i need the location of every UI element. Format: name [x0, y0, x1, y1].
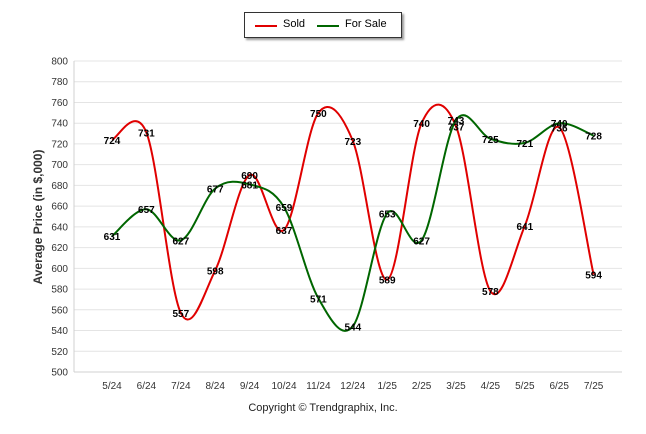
- data-labels: 724 731 557 598 690 637 750 723 589 740 737 578 641 7…: [104, 109, 603, 334]
- y-tick-label: 620: [51, 243, 68, 254]
- data-label-for-sale: 721: [516, 139, 533, 150]
- x-tick-label: 7/25: [584, 381, 604, 392]
- data-label-sold: 637: [276, 226, 293, 237]
- x-tick-label: 4/25: [481, 381, 501, 392]
- data-label-sold: 724: [104, 136, 121, 147]
- copyright-footer: Copyright © Trendgraphix, Inc.: [248, 402, 398, 414]
- series-layer: [111, 103, 595, 332]
- series-line-sold: [111, 103, 595, 321]
- data-label-sold: 557: [172, 309, 189, 320]
- data-label-sold: 736: [551, 123, 568, 134]
- y-tick-label: 700: [51, 160, 68, 171]
- y-tick-label: 600: [51, 264, 68, 275]
- y-axis-label: Average Price (in $,000): [31, 149, 45, 285]
- data-label-for-sale: 627: [413, 236, 430, 247]
- data-label-sold: 589: [379, 276, 396, 287]
- grid-layer: [73, 60, 622, 373]
- y-tick-label: 640: [51, 222, 68, 233]
- data-label-for-sale: 681: [241, 180, 258, 191]
- legend-for-sale-label: For Sale: [345, 18, 387, 30]
- y-tick-label: 780: [51, 77, 68, 88]
- legend-for-sale-swatch: [317, 25, 339, 27]
- x-tick-label: 5/25: [515, 381, 535, 392]
- x-tick-label: 12/24: [340, 381, 365, 392]
- x-tick-label: 1/25: [377, 381, 397, 392]
- y-tick-label: 740: [51, 119, 68, 130]
- x-tick-label: 11/24: [306, 381, 331, 392]
- legend-sold-label: Sold: [283, 18, 306, 30]
- x-tick-label: 8/24: [205, 381, 225, 392]
- y-tick-label: 500: [51, 368, 68, 379]
- data-label-for-sale: 544: [344, 322, 361, 333]
- data-label-for-sale: 677: [207, 185, 224, 196]
- y-tick-label: 760: [51, 98, 68, 109]
- y-tick-label: 660: [51, 202, 68, 213]
- data-label-for-sale: 653: [379, 209, 396, 220]
- data-label-for-sale: 657: [138, 205, 155, 216]
- x-tick-label: 3/25: [446, 381, 466, 392]
- data-label-for-sale: 725: [482, 135, 499, 146]
- data-label-sold: 578: [482, 287, 499, 298]
- y-tick-label: 580: [51, 285, 68, 296]
- data-label-for-sale: 728: [585, 132, 602, 143]
- legend: Sold For Sale: [244, 12, 402, 38]
- y-tick-label: 800: [51, 57, 68, 68]
- x-tick-label: 6/25: [549, 381, 569, 392]
- y-tick-label: 720: [51, 139, 68, 150]
- data-label-sold: 723: [344, 137, 361, 148]
- data-label-sold: 737: [448, 122, 465, 133]
- y-tick-labels: 500 520 540 560 580 600 620 640 660 680 700 720 740 7…: [51, 57, 68, 379]
- y-tick-label: 540: [51, 326, 68, 337]
- data-label-sold: 598: [207, 266, 224, 277]
- x-tick-label: 5/24: [102, 381, 122, 392]
- data-label-for-sale: 631: [104, 232, 121, 243]
- data-label-for-sale: 571: [310, 294, 327, 305]
- series-line-for-sale: [111, 114, 594, 332]
- legend-sold-swatch: [255, 25, 277, 27]
- data-label-for-sale: 627: [172, 236, 189, 247]
- data-label-sold: 594: [585, 271, 602, 282]
- data-label-sold: 750: [310, 109, 327, 120]
- data-label-sold: 690: [241, 171, 258, 182]
- y-tick-label: 560: [51, 305, 68, 316]
- data-label-for-sale: 743: [448, 116, 465, 127]
- x-tick-label: 10/24: [271, 381, 296, 392]
- x-tick-label: 6/24: [137, 381, 157, 392]
- data-label-for-sale: 740: [551, 119, 568, 130]
- y-tick-label: 680: [51, 181, 68, 192]
- y-tick-label: 520: [51, 347, 68, 358]
- x-tick-label: 7/24: [171, 381, 191, 392]
- x-tick-labels: 5/24 6/24 7/24 8/24 9/24 10/24 11/24 12/24 1/25 2…: [102, 381, 604, 392]
- data-label-for-sale: 659: [276, 203, 293, 214]
- x-tick-label: 2/25: [412, 381, 432, 392]
- data-label-sold: 731: [138, 129, 155, 140]
- x-tick-label: 9/24: [240, 381, 260, 392]
- data-label-sold: 740: [413, 119, 430, 130]
- data-label-sold: 641: [516, 222, 533, 233]
